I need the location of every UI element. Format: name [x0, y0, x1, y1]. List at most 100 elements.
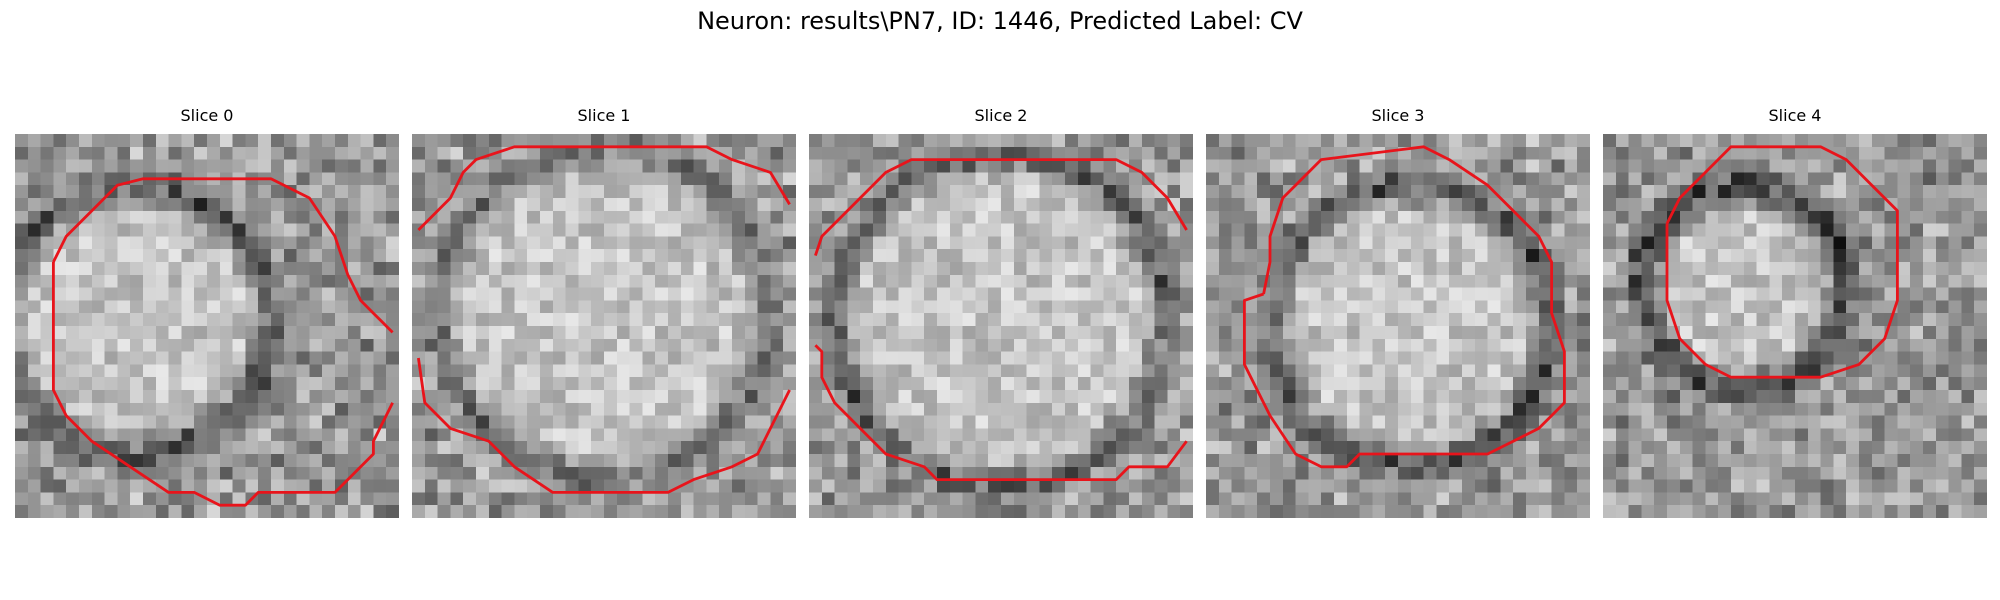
image-pixel: [873, 198, 886, 211]
image-pixel: [476, 300, 489, 313]
image-pixel: [386, 300, 399, 313]
image-pixel: [233, 147, 246, 160]
image-pixel: [438, 313, 451, 326]
image-pixel: [1782, 454, 1795, 467]
image-pixel: [1449, 147, 1462, 160]
image-pixel: [1014, 416, 1027, 429]
image-pixel: [1001, 185, 1014, 198]
image-pixel: [1936, 326, 1949, 339]
image-pixel: [1244, 390, 1257, 403]
image-pixel: [1103, 249, 1116, 262]
image-pixel: [1360, 326, 1373, 339]
image-pixel: [540, 352, 553, 365]
image-pixel: [1641, 467, 1654, 480]
image-pixel: [1897, 441, 1910, 454]
image-pixel: [642, 160, 655, 173]
image-pixel: [220, 428, 233, 441]
image-pixel: [1039, 428, 1052, 441]
image-pixel: [348, 416, 361, 429]
image-pixel: [514, 480, 527, 493]
image-pixel: [1039, 364, 1052, 377]
image-pixel: [1078, 134, 1091, 147]
image-pixel: [1833, 390, 1846, 403]
image-pixel: [988, 313, 1001, 326]
image-pixel: [1795, 275, 1808, 288]
image-pixel: [1577, 288, 1590, 301]
image-pixel: [1846, 492, 1859, 505]
image-pixel: [1833, 428, 1846, 441]
image-pixel: [566, 339, 579, 352]
image-pixel: [476, 403, 489, 416]
image-pixel: [835, 236, 848, 249]
image-pixel: [1475, 352, 1488, 365]
image-pixel: [1398, 313, 1411, 326]
image-pixel: [604, 236, 617, 249]
image-pixel: [988, 492, 1001, 505]
image-pixel: [425, 390, 438, 403]
image-pixel: [1411, 172, 1424, 185]
image-pixel: [1833, 236, 1846, 249]
image-pixel: [1308, 236, 1321, 249]
image-pixel: [156, 377, 169, 390]
image-pixel: [245, 288, 258, 301]
image-pixel: [758, 134, 771, 147]
image-pixel: [1129, 326, 1142, 339]
image-pixel: [335, 403, 348, 416]
image-pixel: [386, 390, 399, 403]
image-pixel: [1334, 390, 1347, 403]
image-pixel: [425, 416, 438, 429]
image-pixel: [1270, 441, 1283, 454]
image-pixel: [745, 300, 758, 313]
image-pixel: [886, 134, 899, 147]
image-pixel: [1846, 454, 1859, 467]
image-pixel: [694, 288, 707, 301]
image-pixel: [1872, 262, 1885, 275]
image-pixel: [1846, 185, 1859, 198]
image-pixel: [1705, 288, 1718, 301]
image-pixel: [847, 441, 860, 454]
image-pixel: [540, 300, 553, 313]
image-pixel: [1629, 326, 1642, 339]
image-pixel: [1462, 390, 1475, 403]
image-pixel: [1744, 364, 1757, 377]
image-pixel: [578, 262, 591, 275]
image-pixel: [1564, 211, 1577, 224]
image-pixel: [642, 185, 655, 198]
image-pixel: [386, 198, 399, 211]
image-pixel: [1782, 313, 1795, 326]
image-pixel: [322, 185, 335, 198]
image-pixel: [527, 416, 540, 429]
image-pixel: [1116, 249, 1129, 262]
image-pixel: [1821, 480, 1834, 493]
image-pixel: [1833, 198, 1846, 211]
image-pixel: [1155, 505, 1168, 518]
image-pixel: [937, 313, 950, 326]
image-pixel: [438, 236, 451, 249]
image-pixel: [1001, 288, 1014, 301]
image-pixel: [258, 377, 271, 390]
image-pixel: [566, 236, 579, 249]
image-pixel: [1296, 262, 1309, 275]
image-pixel: [156, 224, 169, 237]
image-pixel: [706, 262, 719, 275]
image-pixel: [15, 185, 28, 198]
image-pixel: [1974, 172, 1987, 185]
image-pixel: [1232, 377, 1245, 390]
image-pixel: [1321, 288, 1334, 301]
image-pixel: [783, 313, 796, 326]
image-pixel: [284, 262, 297, 275]
image-pixel: [719, 339, 732, 352]
image-pixel: [1949, 198, 1962, 211]
image-pixel: [1897, 313, 1910, 326]
image-pixel: [361, 249, 374, 262]
image-pixel: [630, 390, 643, 403]
image-pixel: [1296, 428, 1309, 441]
image-pixel: [1629, 224, 1642, 237]
image-pixel: [1564, 403, 1577, 416]
image-pixel: [1360, 160, 1373, 173]
image-pixel: [207, 185, 220, 198]
image-pixel: [1424, 339, 1437, 352]
image-pixel: [476, 160, 489, 173]
image-pixel: [335, 505, 348, 518]
image-pixel: [1885, 134, 1898, 147]
